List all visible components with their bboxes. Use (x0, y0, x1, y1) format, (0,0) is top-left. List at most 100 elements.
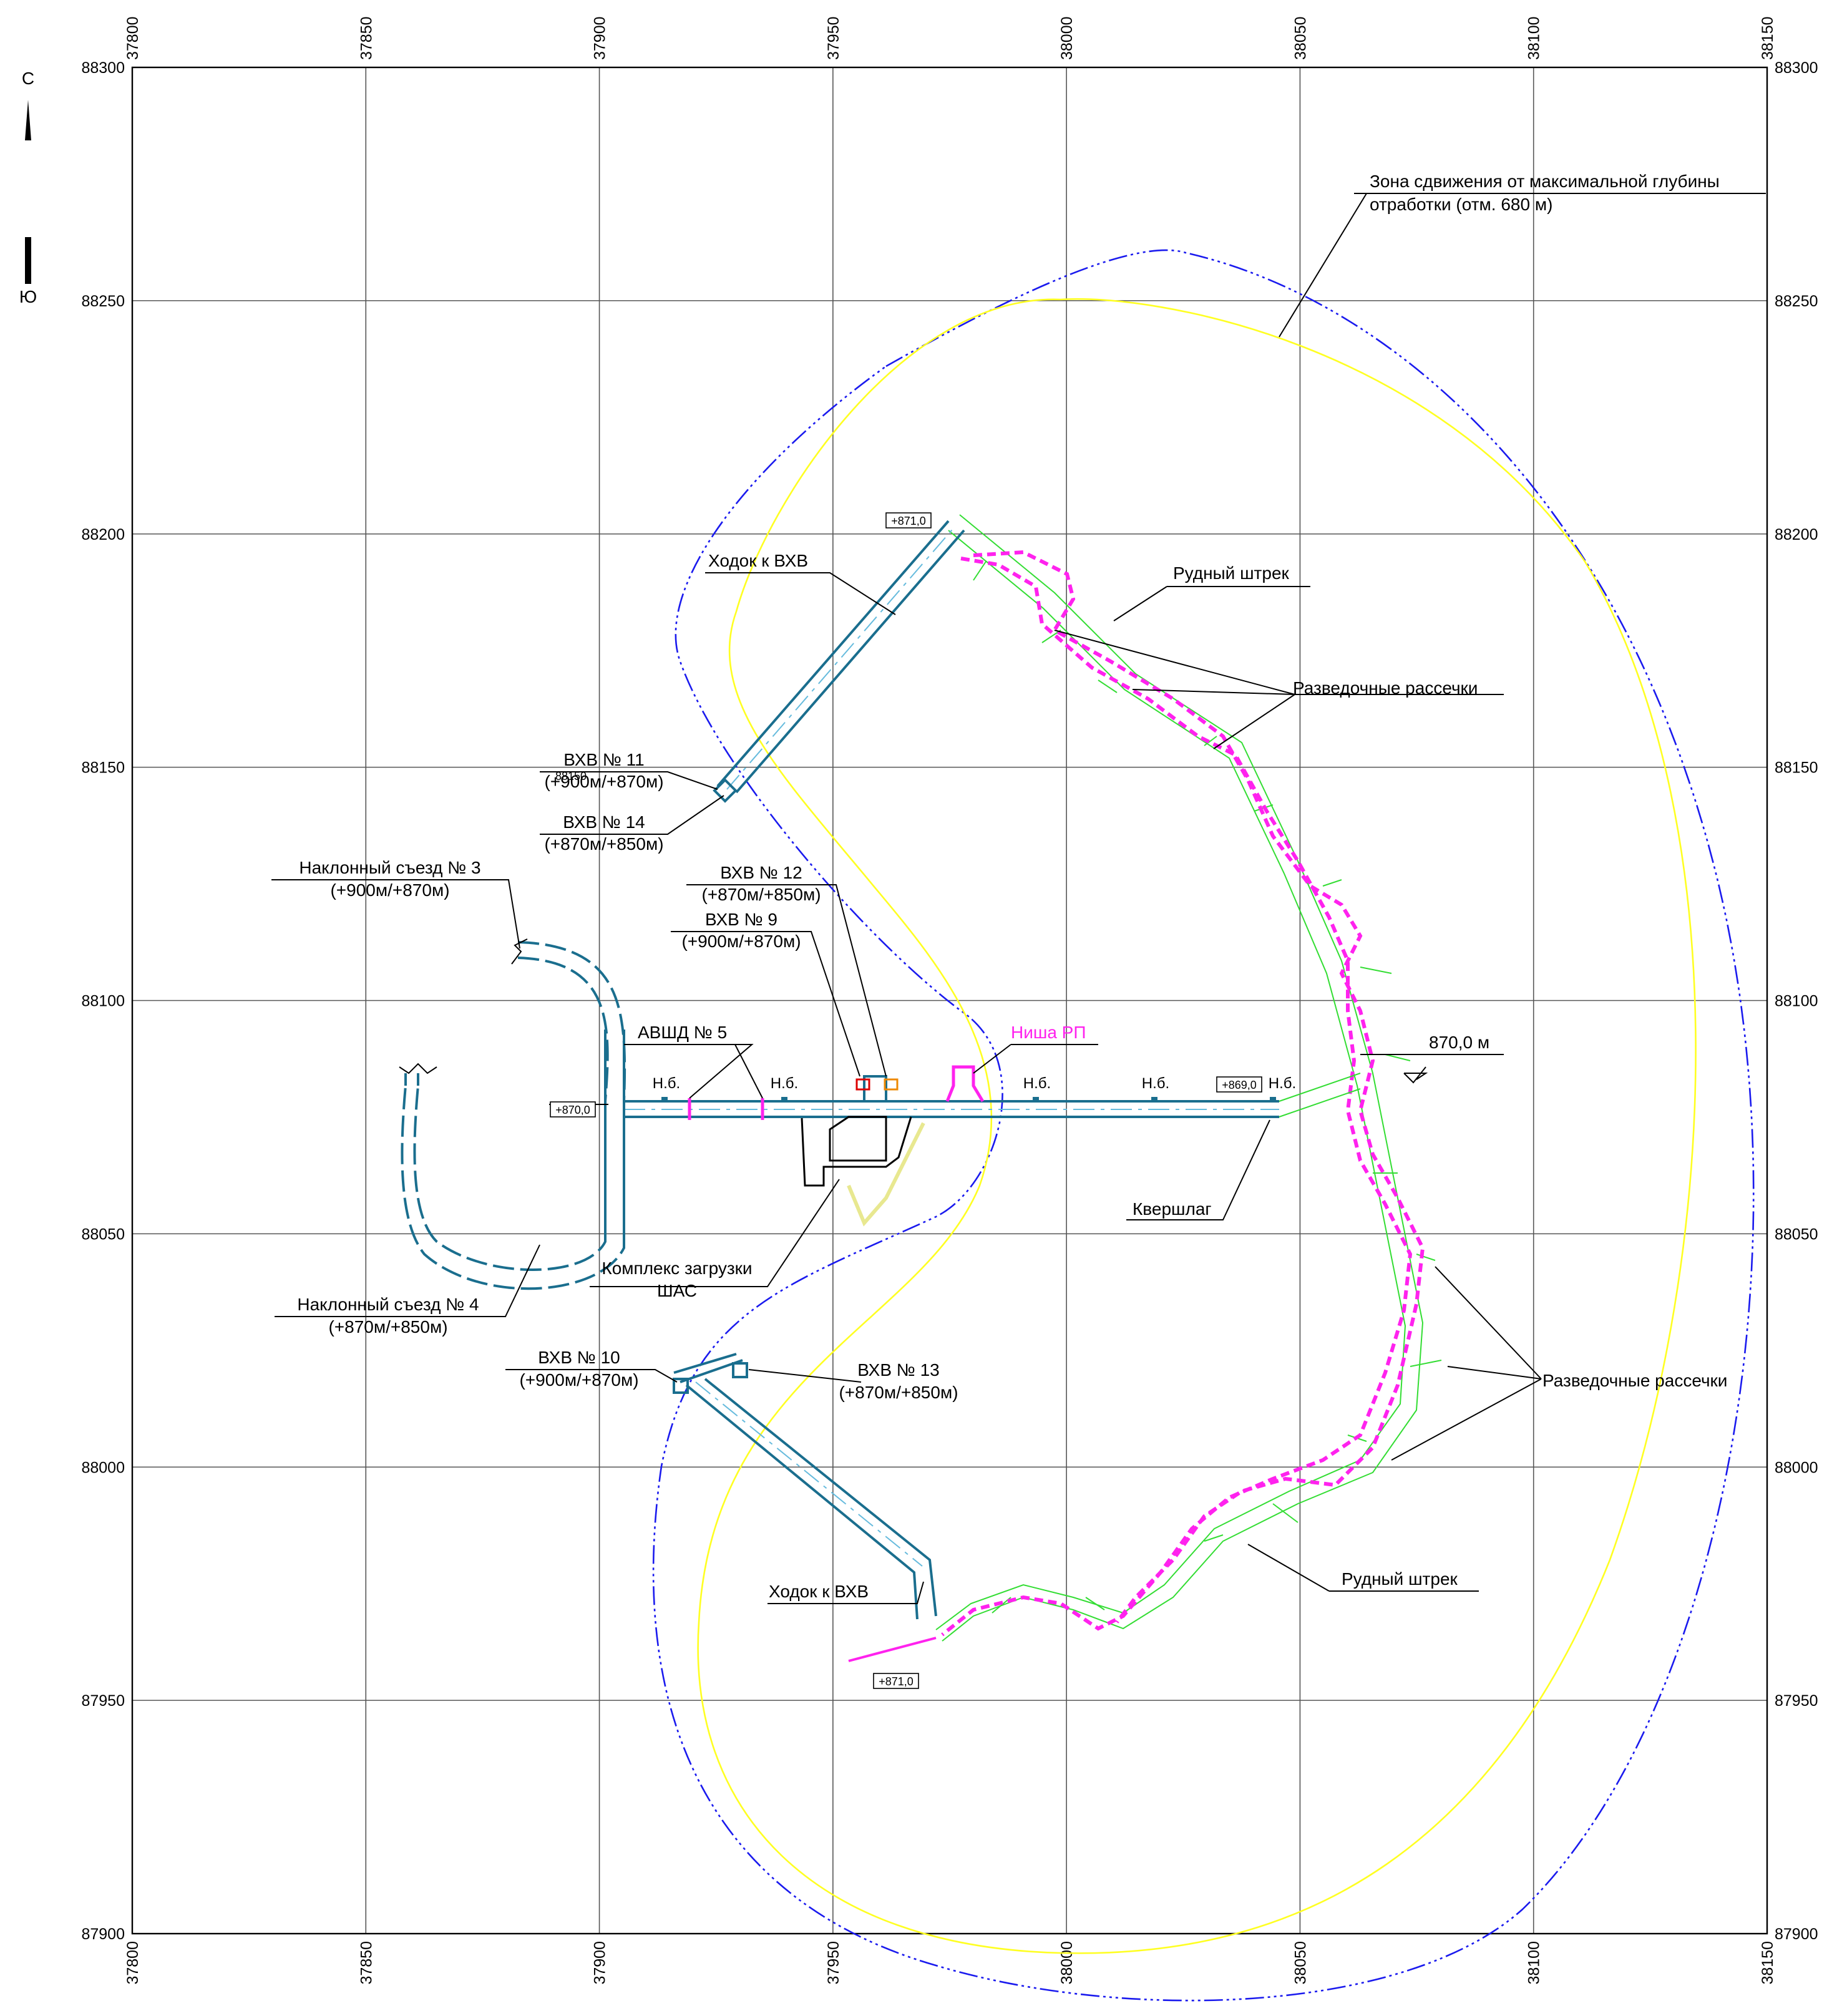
vxv-markers (855, 1078, 899, 1091)
grid-label-y-left: 88250 (81, 293, 125, 310)
mark-871-bottom: +871,0 (879, 1675, 914, 1688)
nb-marker-icon (1033, 1097, 1039, 1102)
avshd5-label: АВШД № 5 (638, 1023, 727, 1042)
vxv12-levels: (+870м/+850м) (701, 885, 821, 904)
xodok-bottom-label: Ходок к ВХВ (769, 1582, 869, 1601)
grid-label-y-right: 88050 (1775, 1225, 1818, 1243)
nb-marker-icon (1151, 1097, 1157, 1102)
niche-rp (688, 1065, 985, 1120)
grid-label-x-top: 38150 (1759, 16, 1776, 60)
kvershlag-label: Квершлаг (1133, 1199, 1212, 1219)
loading-complex (801, 1116, 925, 1227)
exploration-crosscuts (848, 550, 1425, 1662)
mark-870-left: +870,0 (555, 1104, 590, 1116)
elevation-marks: +871,0 +871,0 +870,0 +869,0 88150 (550, 512, 1262, 1689)
ramp3-levels: (+900м/+870м) (330, 880, 449, 900)
vxv9-levels: (+900м/+870м) (681, 932, 801, 951)
zone-label-line1: Зона сдвижения от максимальной глубины (1370, 172, 1720, 191)
grid-label-y-right: 87950 (1775, 1692, 1818, 1710)
nb-marker-icon (1270, 1097, 1276, 1102)
nb-marker-icon (661, 1097, 668, 1102)
grid-label-y-right: 88300 (1775, 59, 1818, 77)
vxv11-title: ВХВ № 11 (563, 750, 644, 769)
vxv10-title: ВХВ № 10 (538, 1348, 620, 1367)
grid-label-x-top: 38050 (1292, 16, 1309, 60)
kompleks-label-line2: ШАС (657, 1281, 697, 1300)
grid-label-x-bottom: 38100 (1526, 1941, 1543, 1985)
grid-label-y-left: 88050 (81, 1225, 125, 1243)
subsidence-zone-inner (697, 298, 1697, 1954)
vxv12-title: ВХВ № 12 (720, 863, 802, 882)
grid-label-x-bottom: 38150 (1759, 1941, 1776, 1985)
grid-label-y-left: 88100 (81, 993, 125, 1010)
grid-label-x-bottom: 37850 (358, 1941, 375, 1985)
vxv12-marker-icon (884, 1078, 899, 1091)
grid-label-y-right: 88150 (1775, 759, 1818, 777)
grid-label-y-right: 88000 (1775, 1459, 1818, 1476)
grid-label-x-bottom: 37900 (592, 1941, 609, 1985)
vxv9-title: ВХВ № 9 (705, 910, 777, 929)
nb-label-5: Н.б. (1269, 1075, 1296, 1092)
nb-label-3: Н.б. (1023, 1075, 1051, 1092)
north-arrow-icon (25, 100, 31, 140)
rudny-top-label: Рудный штрек (1173, 563, 1290, 583)
grid-label-x-bottom: 38050 (1292, 1941, 1309, 1985)
map-labels: Зона сдвижения от максимальной глубины о… (297, 172, 1727, 1601)
kompleks-label-line1: Комплекс загрузки (602, 1259, 752, 1278)
ramp4-levels: (+870м/+850м) (328, 1317, 447, 1337)
vxv10-levels: (+900м/+870м) (519, 1370, 638, 1390)
grid-label-y-right: 88100 (1775, 993, 1818, 1010)
coordinate-grid: 37800 37800 37850 37850 37900 37900 37950 37950… (81, 16, 1818, 1984)
grid-label-y-left: 88200 (81, 526, 125, 543)
mark-869: +869,0 (1222, 1079, 1257, 1091)
grid-label-x-top: 37850 (358, 16, 375, 60)
grid-label-y-left: 88000 (81, 1459, 125, 1476)
nb-label-4: Н.б. (1142, 1075, 1169, 1092)
subsidence-zone-outer (652, 249, 1755, 2002)
mark-871-bottom-box (873, 1673, 919, 1689)
north-arrow: С Ю (19, 69, 37, 306)
grid-label-y-left: 88150 (81, 759, 125, 777)
vxv13-title: ВХВ № 13 (857, 1360, 940, 1380)
grid-label-x-top: 37900 (592, 16, 609, 60)
grid-label-x-top: 37800 (124, 16, 142, 60)
mark-88150: 88150 (555, 770, 587, 782)
vxv14-levels: (+870м/+850м) (544, 834, 663, 854)
grid-label-x-bottom: 37950 (825, 1941, 842, 1985)
grid-label-x-top: 37950 (825, 16, 842, 60)
grid-label-x-top: 38000 (1058, 16, 1076, 60)
compass-south-label: Ю (19, 287, 37, 306)
nb-marker-icon (781, 1097, 787, 1102)
grid-label-y-right: 88200 (1775, 526, 1818, 543)
compass-north-label: С (22, 69, 34, 88)
nb-label-2: Н.б. (771, 1075, 798, 1092)
ore-drift-top (935, 514, 1442, 1642)
nb-markers (661, 1097, 1276, 1102)
mine-workings (399, 520, 1361, 1620)
grid-label-y-left: 87950 (81, 1692, 125, 1710)
mark-871-top-box (885, 512, 932, 528)
mark-871-top: +871,0 (891, 515, 926, 527)
vxv14-title: ВХВ № 14 (563, 812, 645, 832)
vxv9-marker-icon (855, 1078, 870, 1091)
vxv11-levels: (+900м/+870м) (544, 772, 663, 791)
grid-label-y-left: 87900 (81, 1926, 125, 1943)
grid-label-y-left: 88300 (81, 59, 125, 77)
grid-label-y-right: 87900 (1775, 1926, 1818, 1943)
vxv13-levels: (+870м/+850м) (839, 1383, 958, 1402)
razved-bottom-label: Разведочные рассечки (1542, 1371, 1727, 1390)
mark-869-box (1216, 1076, 1262, 1093)
grid-label-x-bottom: 37800 (124, 1941, 142, 1985)
level-870-label: 870,0 м (1429, 1033, 1489, 1052)
map-frame (131, 66, 1768, 1935)
nisha-label: Ниша РП (1011, 1023, 1086, 1042)
grid-label-x-top: 38100 (1526, 16, 1543, 60)
south-bar-icon (25, 237, 31, 284)
xodok-top-label: Ходок к ВХВ (708, 551, 808, 570)
nb-label-1: Н.б. (653, 1075, 680, 1092)
grid-label-y-right: 88250 (1775, 293, 1818, 310)
ramp3-title: Наклонный съезд № 3 (299, 858, 480, 877)
mark-870-left-box (550, 1101, 596, 1118)
